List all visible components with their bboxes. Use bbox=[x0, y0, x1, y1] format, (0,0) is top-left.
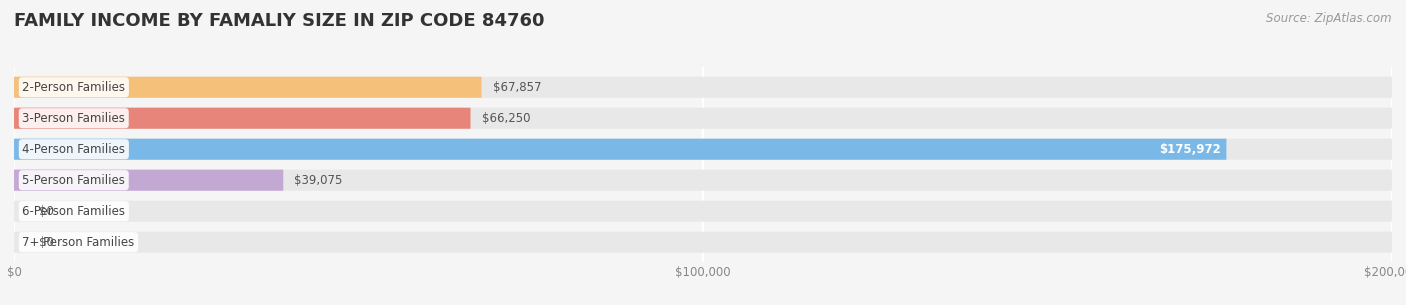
FancyBboxPatch shape bbox=[14, 170, 283, 191]
Text: Source: ZipAtlas.com: Source: ZipAtlas.com bbox=[1267, 12, 1392, 25]
Text: $175,972: $175,972 bbox=[1159, 143, 1220, 156]
Text: 7+ Person Families: 7+ Person Families bbox=[22, 236, 135, 249]
FancyBboxPatch shape bbox=[14, 231, 1392, 253]
FancyBboxPatch shape bbox=[14, 77, 481, 98]
Text: $0: $0 bbox=[39, 205, 53, 218]
Text: $39,075: $39,075 bbox=[294, 174, 343, 187]
FancyBboxPatch shape bbox=[14, 139, 1392, 160]
Text: FAMILY INCOME BY FAMALIY SIZE IN ZIP CODE 84760: FAMILY INCOME BY FAMALIY SIZE IN ZIP COD… bbox=[14, 12, 544, 30]
FancyBboxPatch shape bbox=[14, 139, 1226, 160]
Text: 2-Person Families: 2-Person Families bbox=[22, 81, 125, 94]
FancyBboxPatch shape bbox=[14, 201, 1392, 222]
Text: 3-Person Families: 3-Person Families bbox=[22, 112, 125, 125]
Text: $0: $0 bbox=[39, 236, 53, 249]
FancyBboxPatch shape bbox=[14, 108, 1392, 129]
FancyBboxPatch shape bbox=[14, 170, 1392, 191]
Text: $67,857: $67,857 bbox=[492, 81, 541, 94]
Text: 6-Person Families: 6-Person Families bbox=[22, 205, 125, 218]
FancyBboxPatch shape bbox=[14, 108, 471, 129]
FancyBboxPatch shape bbox=[14, 77, 1392, 98]
Text: 5-Person Families: 5-Person Families bbox=[22, 174, 125, 187]
Text: 4-Person Families: 4-Person Families bbox=[22, 143, 125, 156]
Text: $66,250: $66,250 bbox=[481, 112, 530, 125]
